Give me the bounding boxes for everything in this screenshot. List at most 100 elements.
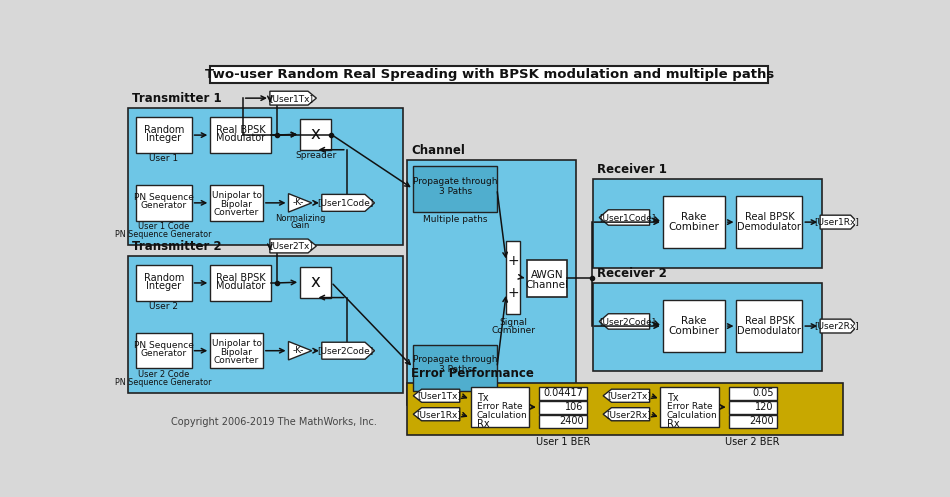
Text: Gain: Gain <box>291 221 310 230</box>
Text: [User1Tx]: [User1Tx] <box>417 391 461 400</box>
Polygon shape <box>599 210 650 225</box>
Text: Propagate through: Propagate through <box>413 355 498 364</box>
Polygon shape <box>289 341 312 360</box>
Text: Generator: Generator <box>141 349 187 358</box>
Text: [User1Code]: [User1Code] <box>598 213 656 222</box>
Text: Receiver 2: Receiver 2 <box>597 267 667 280</box>
Polygon shape <box>270 91 316 105</box>
Polygon shape <box>322 194 374 211</box>
Text: Integer: Integer <box>146 281 181 291</box>
Text: [User1Rx]: [User1Rx] <box>416 410 462 419</box>
Bar <box>729 387 777 400</box>
Bar <box>506 241 521 314</box>
Bar <box>128 256 403 393</box>
Text: Real BPSK: Real BPSK <box>216 125 265 135</box>
Polygon shape <box>820 319 857 333</box>
Text: User 1 Code: User 1 Code <box>138 222 189 231</box>
Bar <box>300 119 332 150</box>
Text: [User2Code]: [User2Code] <box>317 346 373 355</box>
Text: User 2 BER: User 2 BER <box>726 436 780 447</box>
Text: Calculation: Calculation <box>667 411 717 420</box>
Text: Converter: Converter <box>214 356 259 365</box>
Text: 0.05: 0.05 <box>752 389 773 399</box>
Text: Combiner: Combiner <box>491 326 535 335</box>
Text: 106: 106 <box>565 402 583 413</box>
Polygon shape <box>289 194 312 212</box>
Text: [User2Rx]: [User2Rx] <box>606 410 651 419</box>
Text: Modulator: Modulator <box>216 133 265 143</box>
Bar <box>210 185 263 221</box>
Text: 120: 120 <box>755 402 773 413</box>
Text: Channel: Channel <box>526 280 569 290</box>
Bar <box>210 265 271 301</box>
Text: [User1Tx]: [User1Tx] <box>269 93 313 103</box>
Text: +: + <box>507 254 519 268</box>
Bar <box>210 333 263 368</box>
Text: Random: Random <box>143 125 184 135</box>
Text: Demodulator: Demodulator <box>737 326 801 335</box>
Bar <box>413 166 497 212</box>
Bar <box>593 283 822 371</box>
Text: Channel: Channel <box>411 144 465 157</box>
Polygon shape <box>820 215 857 229</box>
Polygon shape <box>603 408 650 421</box>
Text: [User1Rx]: [User1Rx] <box>814 218 860 227</box>
Bar <box>539 401 587 414</box>
Text: Rx: Rx <box>477 419 489 429</box>
Text: Combiner: Combiner <box>669 326 719 335</box>
Text: Normalizing: Normalizing <box>275 214 325 223</box>
Text: Calculation: Calculation <box>477 411 527 420</box>
Text: Bipolar: Bipolar <box>220 200 253 209</box>
Bar <box>413 344 497 391</box>
Text: PN Sequence: PN Sequence <box>134 341 194 350</box>
Bar <box>527 260 567 297</box>
Text: Bipolar: Bipolar <box>220 348 253 357</box>
Bar <box>729 414 777 428</box>
Text: Converter: Converter <box>214 208 259 217</box>
Text: [User2Code]: [User2Code] <box>598 317 656 326</box>
Bar <box>660 387 718 427</box>
Text: PN Sequence Generator: PN Sequence Generator <box>116 230 212 239</box>
Text: Two-user Random Real Spreading with BPSK modulation and multiple paths: Two-user Random Real Spreading with BPSK… <box>204 68 774 81</box>
Text: Transmitter 1: Transmitter 1 <box>132 92 221 105</box>
Bar <box>210 117 271 153</box>
Text: Modulator: Modulator <box>216 281 265 291</box>
Text: 3 Paths: 3 Paths <box>439 187 471 196</box>
Text: 3 Paths: 3 Paths <box>439 365 471 374</box>
Text: +: + <box>507 286 519 300</box>
Text: x: x <box>311 273 320 291</box>
Bar <box>539 414 587 428</box>
Text: 2400: 2400 <box>560 416 583 426</box>
Text: Real BPSK: Real BPSK <box>745 317 794 327</box>
Polygon shape <box>270 239 316 253</box>
Text: AWGN: AWGN <box>531 270 563 280</box>
Text: 2400: 2400 <box>749 416 773 426</box>
Text: Copyright 2006-2019 The MathWorks, Inc.: Copyright 2006-2019 The MathWorks, Inc. <box>171 416 377 426</box>
Bar <box>407 160 576 405</box>
Polygon shape <box>322 342 374 359</box>
Bar <box>136 333 192 368</box>
Text: Spreader: Spreader <box>294 152 336 161</box>
Text: PN Sequence: PN Sequence <box>134 193 194 202</box>
Text: x: x <box>311 125 320 143</box>
Text: Tx: Tx <box>667 393 678 403</box>
Bar <box>736 196 803 248</box>
Text: Unipolar to: Unipolar to <box>212 191 261 200</box>
Bar <box>136 185 192 221</box>
Text: Random: Random <box>143 272 184 283</box>
Polygon shape <box>413 389 460 402</box>
Bar <box>539 387 587 400</box>
Text: Combiner: Combiner <box>669 222 719 232</box>
Text: Propagate through: Propagate through <box>413 177 498 186</box>
Polygon shape <box>413 408 460 421</box>
Bar <box>407 383 844 435</box>
Bar <box>663 196 725 248</box>
Text: 0.04417: 0.04417 <box>543 389 583 399</box>
Bar <box>136 117 192 153</box>
Text: Error Performance: Error Performance <box>411 367 534 380</box>
Polygon shape <box>599 314 650 329</box>
Text: PN Sequence Generator: PN Sequence Generator <box>116 378 212 387</box>
Text: Tx: Tx <box>477 393 488 403</box>
Bar <box>736 300 803 352</box>
Text: Real BPSK: Real BPSK <box>745 213 794 223</box>
